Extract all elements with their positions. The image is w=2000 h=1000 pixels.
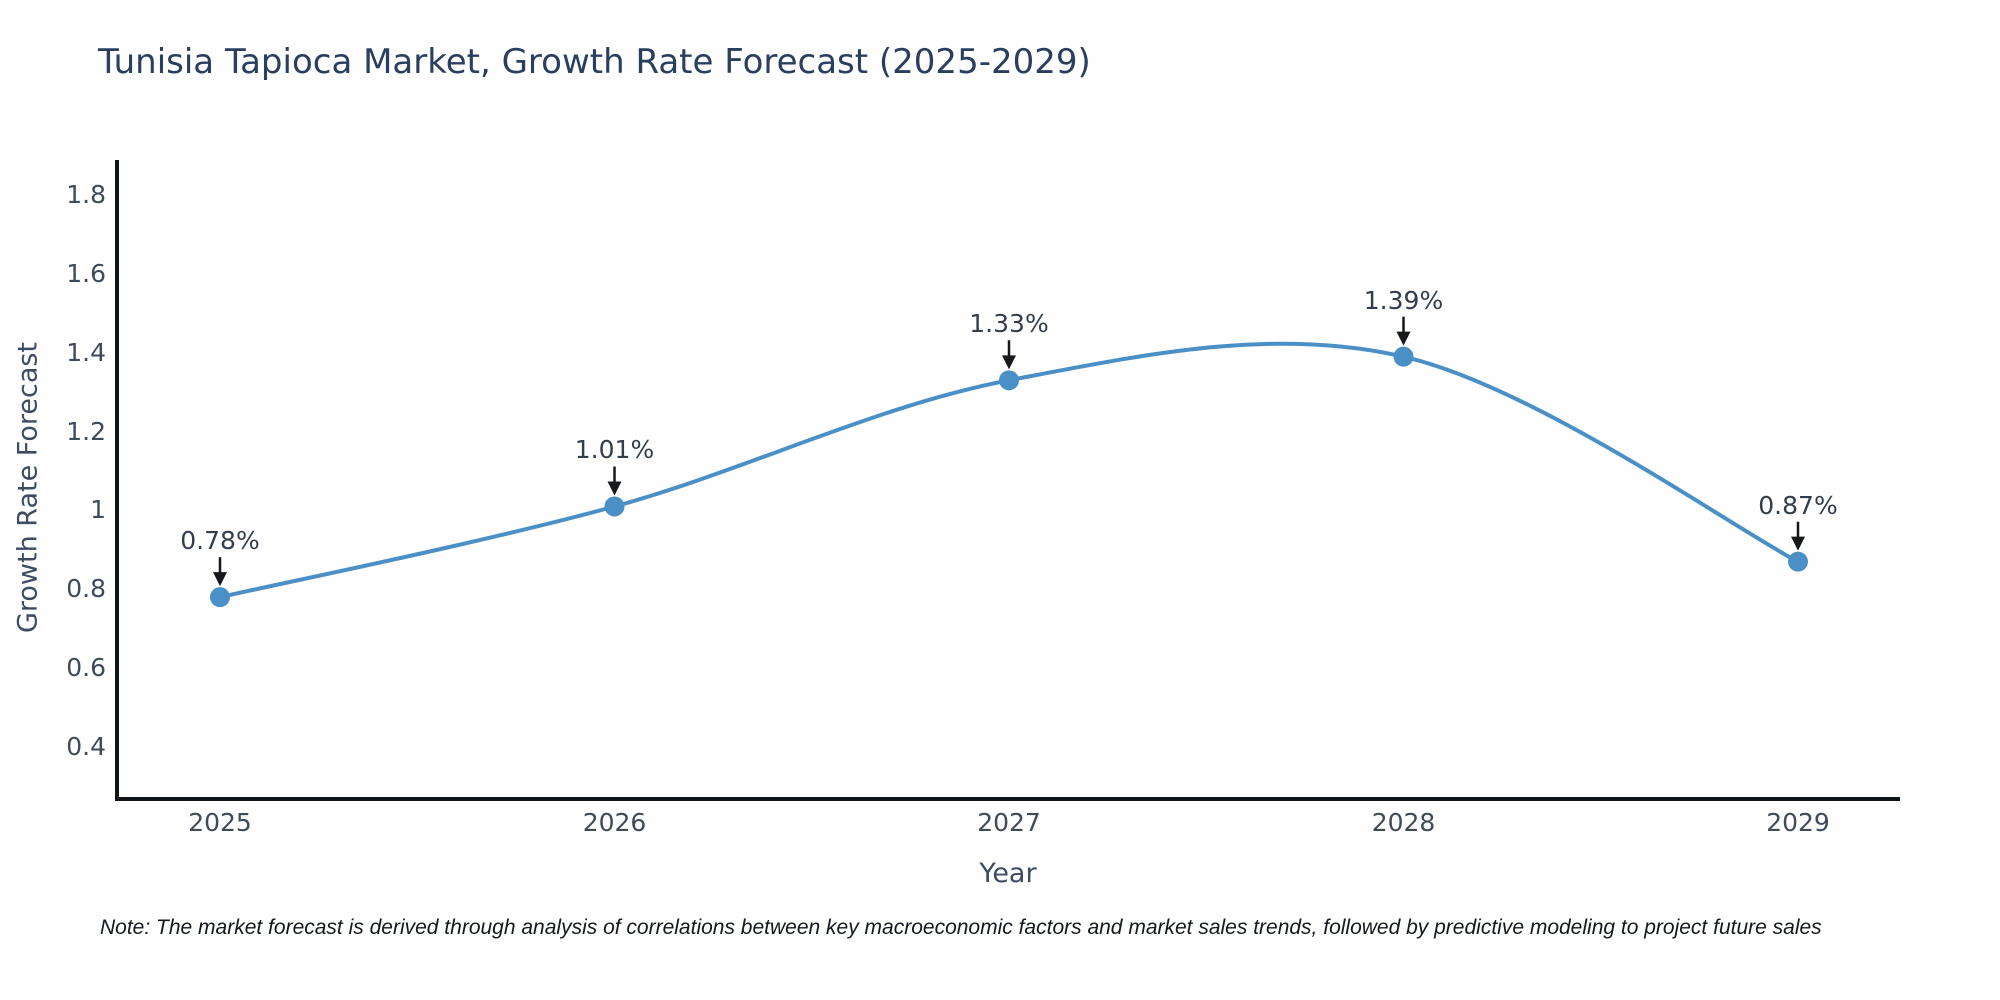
y-tick-label: 0.8 <box>66 574 106 604</box>
y-tick-label: 0.6 <box>66 653 106 683</box>
point-value-label: 1.33% <box>969 309 1049 339</box>
x-tick-label: 2027 <box>977 808 1041 837</box>
x-tick-label: 2028 <box>1371 808 1436 837</box>
annotation-arrow-head <box>213 572 227 587</box>
data-point-marker[interactable] <box>210 587 230 608</box>
annotation-arrow-head <box>607 481 622 496</box>
y-tick-label: 1.2 <box>66 416 106 446</box>
point-value-label: 1.01% <box>574 435 655 465</box>
annotation-arrow-head <box>1002 355 1016 370</box>
point-value-label: 0.87% <box>1758 490 1838 520</box>
y-tick-label: 1.6 <box>66 258 106 288</box>
point-value-label: 0.78% <box>180 526 260 556</box>
annotation-arrow-head <box>1791 536 1805 551</box>
y-tick-label: 1.4 <box>66 337 106 367</box>
data-point-marker[interactable] <box>604 496 625 517</box>
y-tick-label: 0.4 <box>66 732 106 761</box>
data-point-marker[interactable] <box>1393 346 1414 367</box>
footnote: Note: The market forecast is derived thr… <box>100 916 1822 939</box>
y-tick-label: 1 <box>90 495 106 525</box>
x-axis-title: Year <box>979 858 1037 889</box>
data-point-marker[interactable] <box>999 370 1019 391</box>
x-tick-label: 2025 <box>188 808 252 837</box>
point-value-label: 1.39% <box>1363 285 1444 315</box>
data-point-marker[interactable] <box>1788 551 1808 572</box>
x-tick-label: 2026 <box>582 808 647 837</box>
annotation-arrow-head <box>1396 331 1411 346</box>
y-tick-label: 1.8 <box>66 180 106 209</box>
chart-title: Tunisia Tapioca Market, Growth Rate Fore… <box>98 42 1091 82</box>
x-tick-label: 2029 <box>1766 808 1830 837</box>
